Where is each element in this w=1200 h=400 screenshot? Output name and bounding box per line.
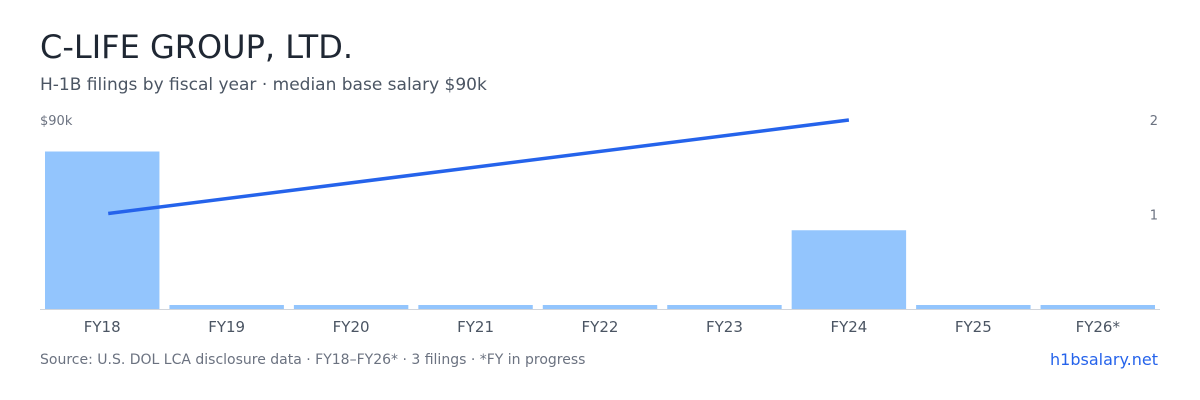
right-axis-tick: 1 xyxy=(1150,209,1158,224)
bars-layer xyxy=(45,151,1155,309)
x-tick-label: FY21 xyxy=(457,318,494,336)
bar-fy23 xyxy=(667,305,782,309)
x-tick-label: FY24 xyxy=(830,318,867,336)
brand-link[interactable]: h1bsalary.net xyxy=(1050,350,1158,369)
bar-fy25 xyxy=(916,305,1031,309)
bar-fy21 xyxy=(418,305,533,309)
x-tick-label: FY23 xyxy=(706,318,743,336)
left-axis-label: $90k xyxy=(40,114,73,129)
axis-layer: FY18 FY19 FY20 FY21 FY22 FY23 FY24 FY25 FY26* $90… xyxy=(40,114,1160,336)
x-tick-label: FY22 xyxy=(582,318,619,336)
x-tick-label: FY25 xyxy=(955,318,992,336)
bar-fy24 xyxy=(791,230,907,309)
bar-fy22 xyxy=(542,305,658,309)
line-layer xyxy=(108,118,850,216)
x-tick-label: FY19 xyxy=(208,318,245,336)
chart-subtitle: H-1B filings by fiscal year · median bas… xyxy=(40,75,487,95)
x-tick-label: FY26* xyxy=(1076,318,1121,336)
source-note: Source: U.S. DOL LCA disclosure data · F… xyxy=(40,352,586,368)
bar-fy19 xyxy=(169,305,284,309)
bar-fy20 xyxy=(293,305,409,309)
median-salary-line xyxy=(108,118,850,216)
x-tick-label: FY20 xyxy=(333,318,370,336)
right-axis-tick: 2 xyxy=(1150,114,1158,129)
chart-title: C-LIFE GROUP, LTD. xyxy=(40,28,354,66)
bar-fy26-partial xyxy=(1040,305,1155,309)
x-tick-label: FY18 xyxy=(84,318,121,336)
filings-chart: FY18 FY19 FY20 FY21 FY22 FY23 FY24 FY25 FY26* $90… xyxy=(40,114,1160,336)
bar-fy18 xyxy=(45,151,160,309)
